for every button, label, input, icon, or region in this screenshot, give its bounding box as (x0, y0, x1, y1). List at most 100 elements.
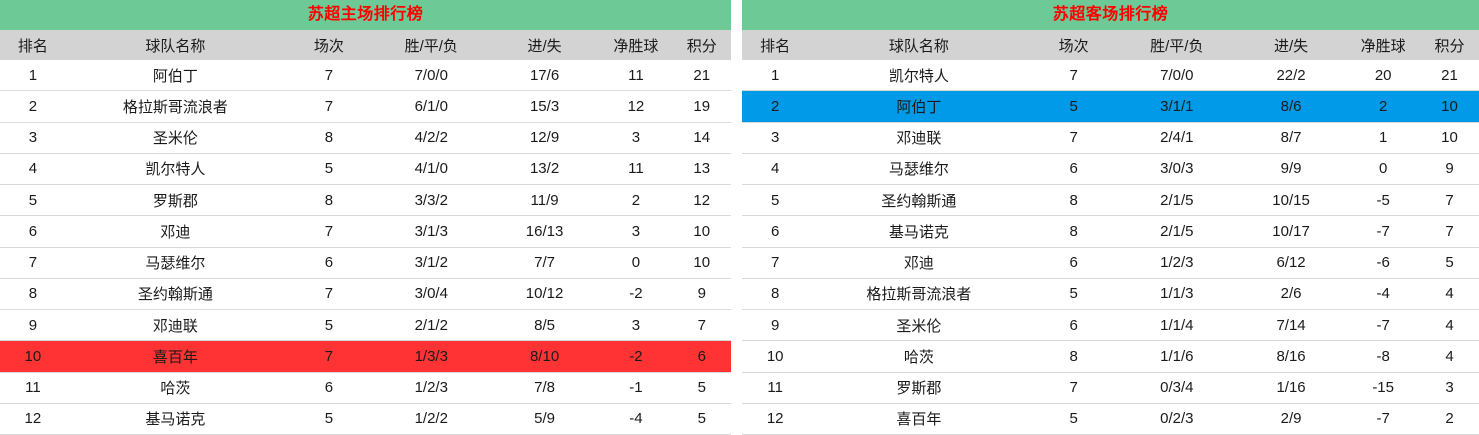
table-cell: 格拉斯哥流浪者 (65, 91, 286, 123)
table-row: 5 圣约翰斯通 8 2/1/5 10/15 -5 7 (742, 185, 1479, 217)
table-cell: 7 (742, 247, 809, 279)
table-cell: 14 (672, 122, 731, 154)
table-cell: 2/1/5 (1117, 216, 1236, 248)
table-cell: 12 (0, 403, 66, 435)
table-cell: 3/3/2 (372, 185, 490, 217)
table-cell: 13 (672, 153, 731, 185)
table-cell: 6/1/0 (372, 91, 490, 123)
table-cell: 10 (0, 341, 66, 373)
table-cell: 8 (1029, 185, 1118, 217)
home-standings-table: 苏超主场排行榜 排名 球队名称 场次 胜/平/负 进/失 净胜球 积分 1 阿伯丁 7 7/0/0… (0, 0, 731, 435)
column-header: 胜/平/负 (372, 30, 490, 60)
table-cell: 15/3 (489, 91, 600, 123)
table-cell: 7 (285, 91, 373, 123)
table-cell: 5 (285, 310, 373, 342)
table-row: 12 基马诺克 5 1/2/2 5/9 -4 5 (0, 403, 731, 435)
table-cell: -8 (1346, 341, 1420, 373)
table-cell: 20 (1346, 60, 1420, 92)
table-cell: 罗斯郡 (808, 372, 1030, 404)
table-cell: 邓迪联 (65, 310, 286, 342)
away-standings-grid: 排名 球队名称 场次 胜/平/负 进/失 净胜球 积分 1 凯尔特人 7 7/0/0 22/2 20 2… (742, 30, 1479, 435)
table-cell: 1/2/3 (1117, 247, 1236, 279)
table-cell: 邓迪 (65, 216, 286, 248)
table-cell: 基马诺克 (808, 216, 1030, 248)
table-cell: 8 (285, 122, 373, 154)
table-cell: 1/16 (1235, 372, 1347, 404)
table-cell: 圣米伦 (65, 122, 286, 154)
table-cell: 3 (0, 122, 66, 154)
table-cell: 16/13 (489, 216, 600, 248)
table-cell: 3 (599, 216, 673, 248)
table-cell: -1 (599, 372, 673, 404)
table-cell: 7 (285, 341, 373, 373)
table-row: 11 哈茨 6 1/2/3 7/8 -1 5 (0, 372, 731, 404)
table-cell: 5 (1029, 278, 1118, 310)
column-header: 球队名称 (808, 30, 1030, 60)
table-cell: 7 (285, 60, 373, 92)
table-cell: 4 (1420, 278, 1479, 310)
table-cell: 1 (0, 60, 66, 92)
table-row: 12 喜百年 5 0/2/3 2/9 -7 2 (742, 403, 1479, 435)
away-table-title: 苏超客场排行榜 (742, 0, 1479, 30)
table-cell: 6 (1029, 310, 1118, 342)
column-header: 进/失 (489, 30, 600, 60)
column-header: 排名 (742, 30, 809, 60)
home-standings-grid: 排名 球队名称 场次 胜/平/负 进/失 净胜球 积分 1 阿伯丁 7 7/0/0 17/6 11 21… (0, 30, 731, 435)
table-cell: 4/1/0 (372, 153, 490, 185)
table-cell: 2 (0, 91, 66, 123)
table-cell: 7 (1420, 216, 1479, 248)
table-cell: 2 (742, 91, 809, 123)
table-cell: 1/1/3 (1117, 278, 1236, 310)
table-cell: 11 (599, 60, 673, 92)
table-cell: 0/2/3 (1117, 403, 1236, 435)
table-cell: 圣约翰斯通 (808, 185, 1030, 217)
column-header: 球队名称 (65, 30, 286, 60)
table-cell: 3/0/4 (372, 278, 490, 310)
table-row: 8 圣约翰斯通 7 3/0/4 10/12 -2 9 (0, 278, 731, 310)
table-cell: 8 (1029, 216, 1118, 248)
table-cell: 1/2/2 (372, 403, 490, 435)
table-cell: -7 (1346, 403, 1420, 435)
table-row: 11 罗斯郡 7 0/3/4 1/16 -15 3 (742, 372, 1479, 404)
table-cell: 8 (285, 185, 373, 217)
table-cell: 阿伯丁 (808, 91, 1030, 123)
table-cell: 7 (0, 247, 66, 279)
table-cell: 马瑟维尔 (65, 247, 286, 279)
table-cell: 凯尔特人 (808, 60, 1030, 92)
table-cell: 圣米伦 (808, 310, 1030, 342)
table-cell: 8/7 (1235, 122, 1347, 154)
column-header-row: 排名 球队名称 场次 胜/平/负 进/失 净胜球 积分 (742, 30, 1479, 60)
table-row: 5 罗斯郡 8 3/3/2 11/9 2 12 (0, 185, 731, 217)
table-row: 2 格拉斯哥流浪者 7 6/1/0 15/3 12 19 (0, 91, 731, 123)
table-cell: 10/15 (1235, 185, 1347, 217)
table-cell: 8/16 (1235, 341, 1347, 373)
table-cell: 喜百年 (65, 341, 286, 373)
table-cell: -4 (1346, 278, 1420, 310)
table-cell: -2 (599, 341, 673, 373)
table-cell: 7 (285, 278, 373, 310)
table-cell: 7 (285, 216, 373, 248)
table-cell: -6 (1346, 247, 1420, 279)
table-cell: 4 (742, 153, 809, 185)
table-cell: 7 (1029, 122, 1118, 154)
table-cell: 7/7 (489, 247, 600, 279)
table-row: 6 邓迪 7 3/1/3 16/13 3 10 (0, 216, 731, 248)
column-header: 场次 (1029, 30, 1118, 60)
table-cell: 19 (672, 91, 731, 123)
table-cell: 21 (672, 60, 731, 92)
table-cell: 3 (1420, 372, 1479, 404)
table-cell: 4 (0, 153, 66, 185)
table-cell: 7/14 (1235, 310, 1347, 342)
table-row: 8 格拉斯哥流浪者 5 1/1/3 2/6 -4 4 (742, 278, 1479, 310)
column-header: 胜/平/负 (1117, 30, 1236, 60)
table-cell: 格拉斯哥流浪者 (808, 278, 1030, 310)
table-row: 3 邓迪联 7 2/4/1 8/7 1 10 (742, 122, 1479, 154)
column-header: 场次 (285, 30, 373, 60)
table-cell: 2/1/5 (1117, 185, 1236, 217)
table-cell: 8 (742, 278, 809, 310)
table-cell: 21 (1420, 60, 1479, 92)
table-cell: -4 (599, 403, 673, 435)
table-cell: 7/8 (489, 372, 600, 404)
table-cell: 12 (742, 403, 809, 435)
